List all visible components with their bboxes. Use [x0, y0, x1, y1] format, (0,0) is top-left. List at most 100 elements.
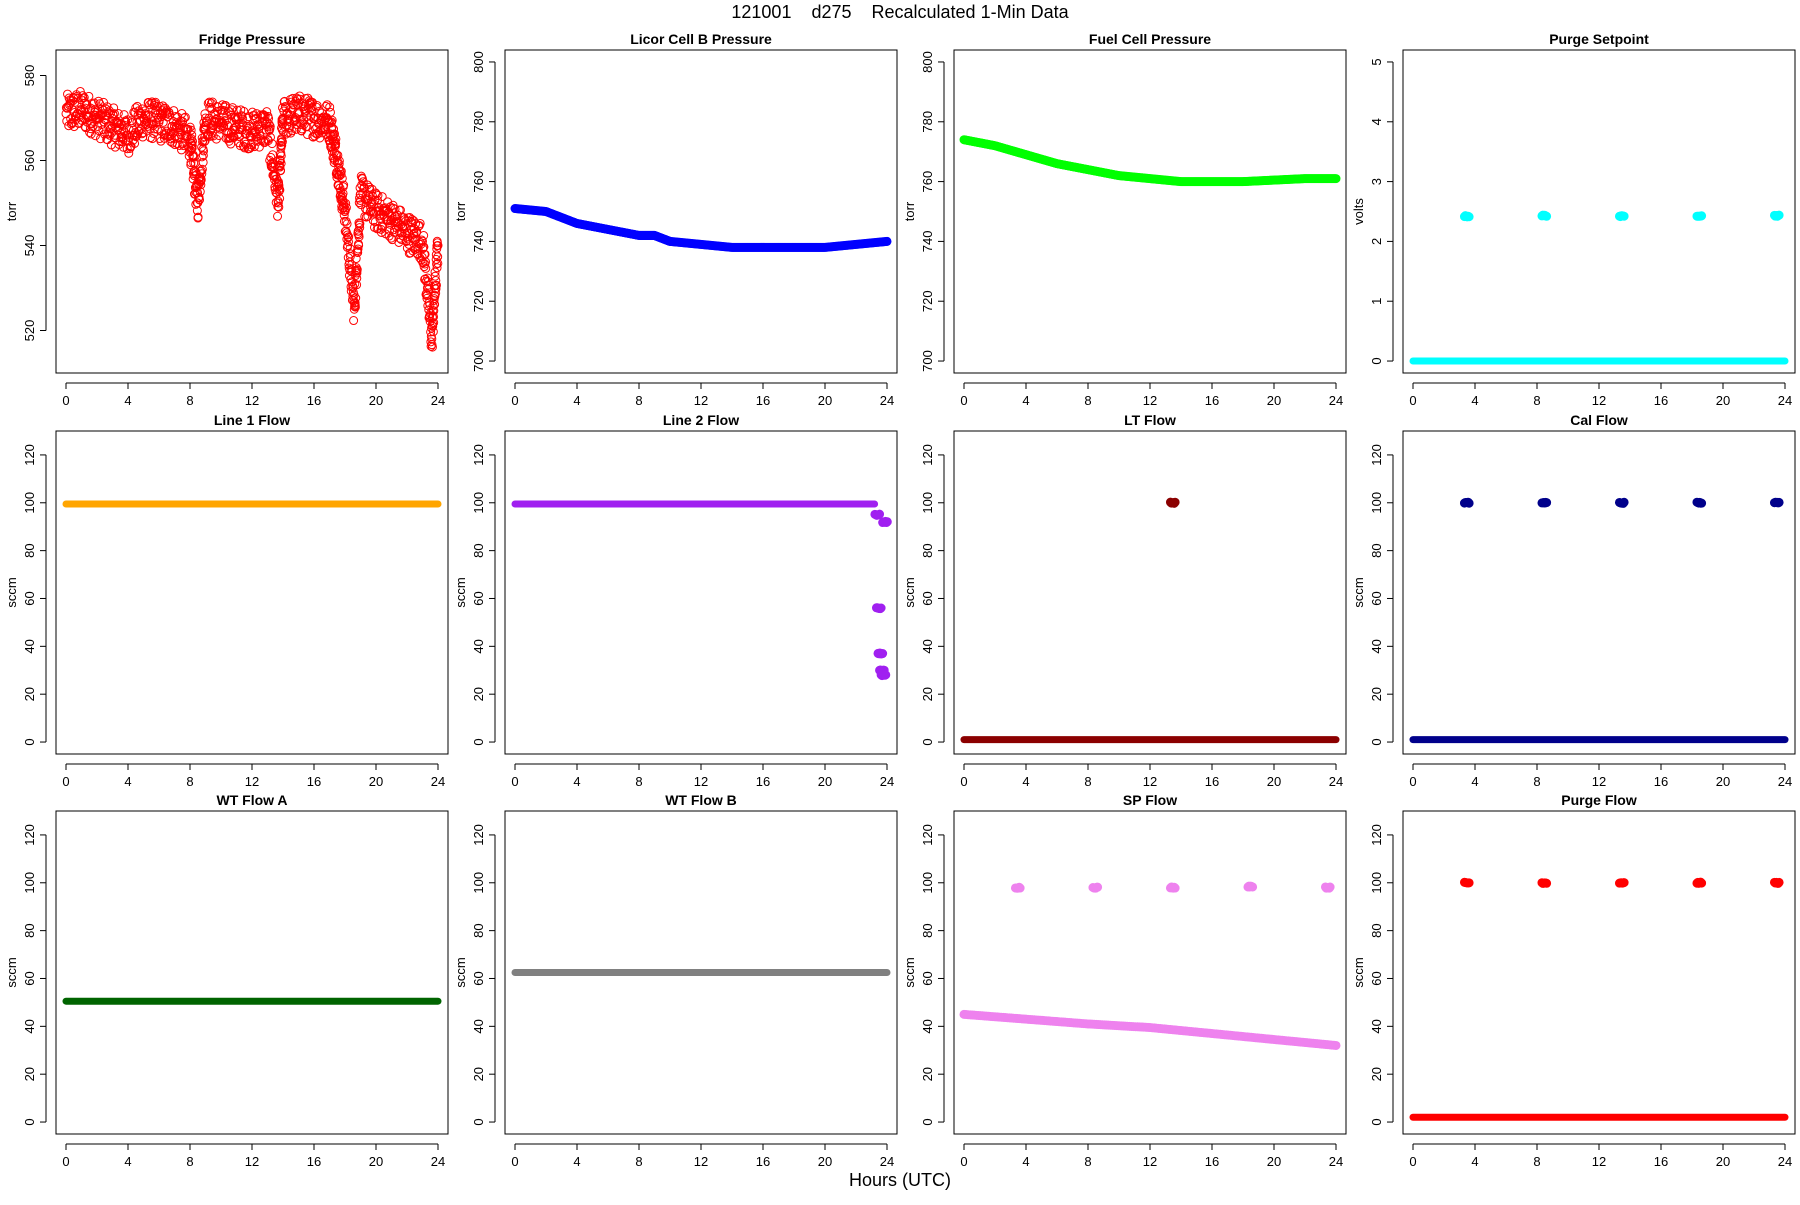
data-point	[109, 103, 119, 113]
x-tick-label: 8	[186, 393, 193, 408]
data-point	[329, 124, 339, 134]
x-tick-label: 8	[186, 774, 193, 789]
data-point	[421, 263, 431, 273]
data-points	[960, 497, 1340, 744]
x-tick-label: 0	[511, 774, 518, 789]
y-tick-label: 20	[22, 687, 37, 701]
data-point	[187, 140, 197, 150]
data-point	[431, 280, 441, 290]
x-tick-label: 16	[756, 1154, 770, 1169]
data-point	[269, 162, 279, 172]
data-point	[342, 219, 352, 229]
data-point	[1093, 882, 1103, 892]
data-point	[275, 162, 285, 172]
x-tick-label: 16	[307, 393, 321, 408]
data-point	[276, 151, 286, 161]
data-point	[280, 96, 290, 106]
y-tick-label: 520	[22, 320, 37, 342]
y-tick-label: 120	[471, 824, 486, 846]
data-point	[882, 236, 892, 246]
x-tick-label: 24	[880, 774, 894, 789]
y-tick-label: 20	[920, 1067, 935, 1081]
y-tick-label: 720	[471, 290, 486, 312]
x-tick-label: 24	[1329, 774, 1343, 789]
data-point	[1774, 497, 1784, 507]
figure-title: 121001 d275 Recalculated 1-Min Data	[731, 2, 1069, 22]
data-point	[229, 123, 239, 133]
x-tick-label: 8	[1533, 1154, 1540, 1169]
y-tick-label: 120	[22, 824, 37, 846]
x-tick-label: 20	[1267, 774, 1281, 789]
x-tick-label: 0	[62, 1154, 69, 1169]
data-point	[426, 327, 436, 337]
x-tick-label: 12	[1143, 393, 1157, 408]
data-point	[347, 260, 357, 270]
data-point	[273, 211, 283, 221]
y-tick-label: 100	[471, 492, 486, 514]
data-point	[431, 250, 441, 260]
data-point	[329, 129, 339, 139]
x-tick-label: 20	[818, 1154, 832, 1169]
x-tick-label: 4	[1022, 774, 1029, 789]
x-tick-label: 24	[1778, 1154, 1792, 1169]
y-tick-label: 120	[1369, 444, 1384, 466]
data-point	[350, 298, 360, 308]
data-point	[331, 138, 341, 148]
data-point	[352, 265, 362, 275]
data-points	[1409, 877, 1789, 1121]
data-point	[266, 152, 276, 162]
panel-4: Line 1 Flow 0 4 8 12 16 20 24 0 20 40 60 80 100 120 scc…	[4, 412, 449, 789]
y-tick-label: 40	[920, 1019, 935, 1033]
panel-title: Line 2 Flow	[663, 412, 739, 428]
y-tick-label: 40	[920, 639, 935, 653]
x-tick-label: 12	[245, 1154, 259, 1169]
y-tick-label: 40	[1369, 639, 1384, 653]
x-tick-label: 16	[1654, 774, 1668, 789]
panel-title: Line 1 Flow	[214, 412, 290, 428]
data-point	[388, 203, 398, 213]
data-point	[349, 304, 359, 314]
data-point	[197, 169, 207, 179]
panel-title: SP Flow	[1123, 792, 1177, 808]
data-point	[1170, 497, 1180, 507]
y-axis-label: sccm	[1351, 577, 1366, 607]
x-tick-label: 20	[1716, 774, 1730, 789]
x-tick-label: 24	[431, 1154, 445, 1169]
data-point	[414, 221, 424, 231]
x-tick-label: 8	[1084, 393, 1091, 408]
y-tick-label: 760	[920, 171, 935, 193]
data-point	[152, 124, 162, 134]
data-point	[274, 181, 284, 191]
y-tick-label: 120	[1369, 824, 1384, 846]
data-point	[428, 321, 438, 331]
x-tick-label: 4	[1022, 1154, 1029, 1169]
data-point	[88, 122, 98, 132]
y-tick-label: 0	[22, 1118, 37, 1125]
y-tick-label: 80	[22, 543, 37, 557]
data-point	[130, 107, 140, 117]
data-point	[370, 195, 380, 205]
x-tick-label: 0	[62, 774, 69, 789]
data-point	[429, 306, 439, 316]
data-point	[179, 113, 189, 123]
data-point	[199, 146, 209, 156]
data-point	[118, 137, 128, 147]
panel-5: Line 2 Flow 0 4 8 12 16 20 24 0 20 40 60 80 100 120 scc…	[453, 412, 898, 789]
data-point	[204, 97, 214, 107]
y-tick-label: 740	[471, 231, 486, 253]
y-tick-label: 700	[920, 350, 935, 372]
data-point	[353, 244, 363, 254]
y-tick-label: 60	[920, 591, 935, 605]
data-point	[1774, 877, 1784, 887]
x-tick-label: 20	[818, 393, 832, 408]
data-point	[197, 164, 207, 174]
data-point	[339, 203, 349, 213]
data-point	[325, 102, 335, 112]
data-point	[1331, 174, 1341, 184]
y-tick-label: 0	[1369, 1118, 1384, 1125]
data-point	[208, 131, 218, 141]
data-points	[510, 204, 892, 252]
x-tick-label: 0	[1409, 393, 1416, 408]
y-tick-label: 0	[920, 1118, 935, 1125]
data-point	[172, 139, 182, 149]
